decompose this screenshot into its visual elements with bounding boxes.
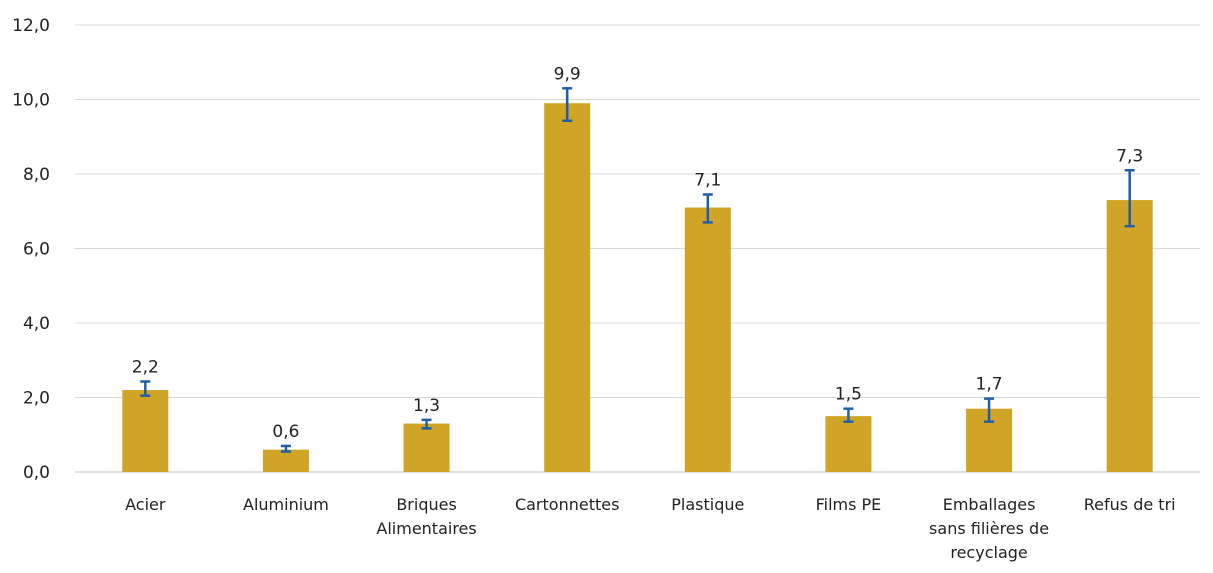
data-labels: 2,2 0,6 1,3 9,9 7,1 1,5 1,7 7,3 xyxy=(132,64,1143,442)
error-bar xyxy=(843,407,854,423)
x-axis-categories: Acier Aluminium Briques Alimentaires Cartonn… xyxy=(125,495,1175,562)
y-tick-label: 8,0 xyxy=(23,165,50,185)
bar xyxy=(122,390,169,472)
error-bar xyxy=(421,418,432,430)
y-tick-label: 2,0 xyxy=(23,389,50,409)
error-bar xyxy=(140,380,151,397)
y-tick-label: 10,0 xyxy=(12,91,50,111)
data-label: 7,1 xyxy=(694,170,721,190)
data-label: 0,6 xyxy=(272,422,299,442)
y-tick-label: 0,0 xyxy=(23,463,50,483)
gridlines xyxy=(75,24,1200,473)
data-label: 1,3 xyxy=(413,396,440,416)
x-category-label: Cartonnettes xyxy=(515,495,619,514)
x-category-label: Plastique xyxy=(671,495,744,514)
x-category-label: Briques Alimentaires xyxy=(376,495,476,538)
error-bar xyxy=(702,193,713,224)
data-label: 1,7 xyxy=(976,375,1003,395)
y-tick-label: 6,0 xyxy=(23,240,50,260)
x-category-label: Refus de tri xyxy=(1084,495,1176,514)
data-label: 7,3 xyxy=(1116,146,1143,166)
bar xyxy=(1106,200,1153,472)
data-label: 9,9 xyxy=(554,64,581,84)
data-label: 1,5 xyxy=(835,385,862,405)
error-bar xyxy=(984,397,995,423)
error-bars xyxy=(140,87,1135,453)
bar xyxy=(825,416,872,472)
x-category-label: Acier xyxy=(125,495,166,514)
data-label: 2,2 xyxy=(132,357,159,377)
bar xyxy=(684,207,731,472)
x-category-label: Emballages sans filières de recyclage xyxy=(929,495,1049,562)
bar xyxy=(403,423,450,472)
y-axis-ticks: 0,0 2,0 4,0 6,0 8,0 10,0 12,0 xyxy=(12,16,50,483)
error-bar xyxy=(280,444,291,453)
bar xyxy=(544,103,591,472)
bars xyxy=(122,103,1153,472)
x-category-label: Films PE xyxy=(816,495,882,514)
y-tick-label: 12,0 xyxy=(12,16,50,36)
error-bar xyxy=(562,87,573,122)
error-bar xyxy=(1124,169,1135,228)
y-tick-label: 4,0 xyxy=(23,314,50,334)
bar xyxy=(262,449,309,472)
x-category-label: Aluminium xyxy=(243,495,329,514)
